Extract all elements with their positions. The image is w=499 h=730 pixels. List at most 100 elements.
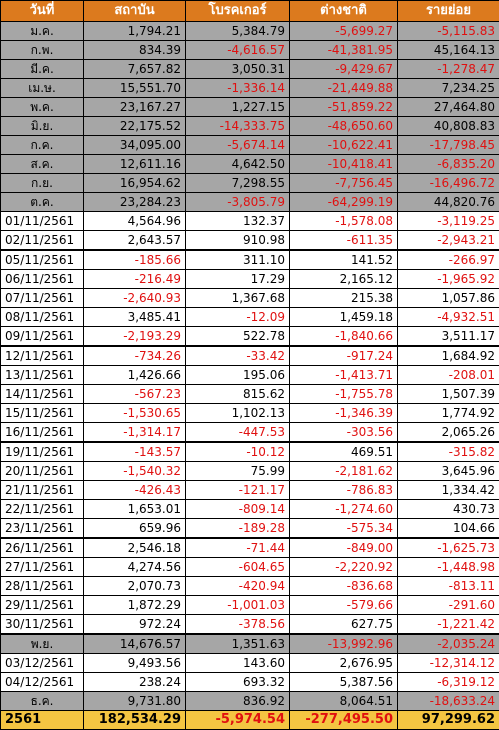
- institution-cell: -1,540.32: [84, 462, 186, 481]
- broker-cell: -420.94: [186, 577, 290, 596]
- broker-cell: 17.29: [186, 270, 290, 289]
- retail-cell: 3,511.17: [398, 327, 499, 347]
- foreign-cell: -21,449.88: [290, 79, 398, 98]
- broker-cell: -378.56: [186, 615, 290, 635]
- broker-cell: 910.98: [186, 231, 290, 251]
- date-cell: พ.ย.: [1, 634, 84, 654]
- retail-cell: 1,507.39: [398, 385, 499, 404]
- foreign-cell: -917.24: [290, 346, 398, 366]
- institution-cell: 3,485.41: [84, 308, 186, 327]
- broker-cell: -1,336.14: [186, 79, 290, 98]
- institution-cell: 23,284.23: [84, 193, 186, 212]
- foreign-cell: -786.83: [290, 481, 398, 500]
- date-cell: 26/11/2561: [1, 538, 84, 558]
- retail-cell: 97,299.62: [398, 711, 499, 730]
- date-cell: 19/11/2561: [1, 442, 84, 462]
- institution-cell: 9,731.80: [84, 692, 186, 711]
- foreign-cell: 141.52: [290, 250, 398, 270]
- broker-cell: 1,367.68: [186, 289, 290, 308]
- retail-cell: -6,319.12: [398, 673, 499, 692]
- retail-cell: 1,684.92: [398, 346, 499, 366]
- retail-cell: 45,164.13: [398, 41, 499, 60]
- institution-cell: 22,175.52: [84, 117, 186, 136]
- broker-cell: 5,384.79: [186, 22, 290, 41]
- retail-cell: -315.82: [398, 442, 499, 462]
- retail-cell: 2,065.26: [398, 423, 499, 443]
- date-cell: ม.ค.: [1, 22, 84, 41]
- date-cell: มิ.ย.: [1, 117, 84, 136]
- institution-cell: -734.26: [84, 346, 186, 366]
- foreign-cell: 469.51: [290, 442, 398, 462]
- date-cell: 2561: [1, 711, 84, 730]
- retail-cell: -1,448.98: [398, 558, 499, 577]
- institution-cell: 7,657.82: [84, 60, 186, 79]
- broker-cell: -447.53: [186, 423, 290, 443]
- date-cell: ส.ค.: [1, 155, 84, 174]
- foreign-cell: -51,859.22: [290, 98, 398, 117]
- broker-cell: 1,102.13: [186, 404, 290, 423]
- institution-cell: -2,193.29: [84, 327, 186, 347]
- foreign-cell: -1,346.39: [290, 404, 398, 423]
- broker-cell: 311.10: [186, 250, 290, 270]
- retail-cell: -6,835.20: [398, 155, 499, 174]
- date-cell: 20/11/2561: [1, 462, 84, 481]
- retail-cell: -1,221.42: [398, 615, 499, 635]
- broker-cell: -4,616.57: [186, 41, 290, 60]
- broker-cell: 4,642.50: [186, 155, 290, 174]
- retail-cell: -291.60: [398, 596, 499, 615]
- date-cell: 16/11/2561: [1, 423, 84, 443]
- retail-cell: 1,334.42: [398, 481, 499, 500]
- institution-cell: 16,954.62: [84, 174, 186, 193]
- foreign-cell: -1,274.60: [290, 500, 398, 519]
- broker-cell: -189.28: [186, 519, 290, 539]
- foreign-cell: -611.35: [290, 231, 398, 251]
- broker-cell: 522.78: [186, 327, 290, 347]
- retail-cell: -208.01: [398, 366, 499, 385]
- broker-cell: -12.09: [186, 308, 290, 327]
- institution-cell: 12,611.16: [84, 155, 186, 174]
- broker-cell: -604.65: [186, 558, 290, 577]
- foreign-cell: -1,755.78: [290, 385, 398, 404]
- retail-cell: 104.66: [398, 519, 499, 539]
- foreign-cell: 2,676.95: [290, 654, 398, 673]
- date-cell: 14/11/2561: [1, 385, 84, 404]
- foreign-cell: -5,699.27: [290, 22, 398, 41]
- retail-cell: -12,314.12: [398, 654, 499, 673]
- institution-cell: -1,314.17: [84, 423, 186, 443]
- header-institution: สถาบัน: [84, 1, 186, 22]
- date-cell: 27/11/2561: [1, 558, 84, 577]
- institution-cell: -216.49: [84, 270, 186, 289]
- date-cell: 23/11/2561: [1, 519, 84, 539]
- institution-cell: 182,534.29: [84, 711, 186, 730]
- institution-cell: 34,095.00: [84, 136, 186, 155]
- month-row: ก.ค.34,095.00-5,674.14-10,622.41-17,798.…: [1, 136, 499, 155]
- header-foreign: ต่างชาติ: [290, 1, 398, 22]
- retail-cell: -4,932.51: [398, 308, 499, 327]
- date-cell: ก.ค.: [1, 136, 84, 155]
- broker-cell: 75.99: [186, 462, 290, 481]
- institution-cell: 238.24: [84, 673, 186, 692]
- retail-cell: 44,820.76: [398, 193, 499, 212]
- date-cell: 30/11/2561: [1, 615, 84, 635]
- foreign-cell: -836.68: [290, 577, 398, 596]
